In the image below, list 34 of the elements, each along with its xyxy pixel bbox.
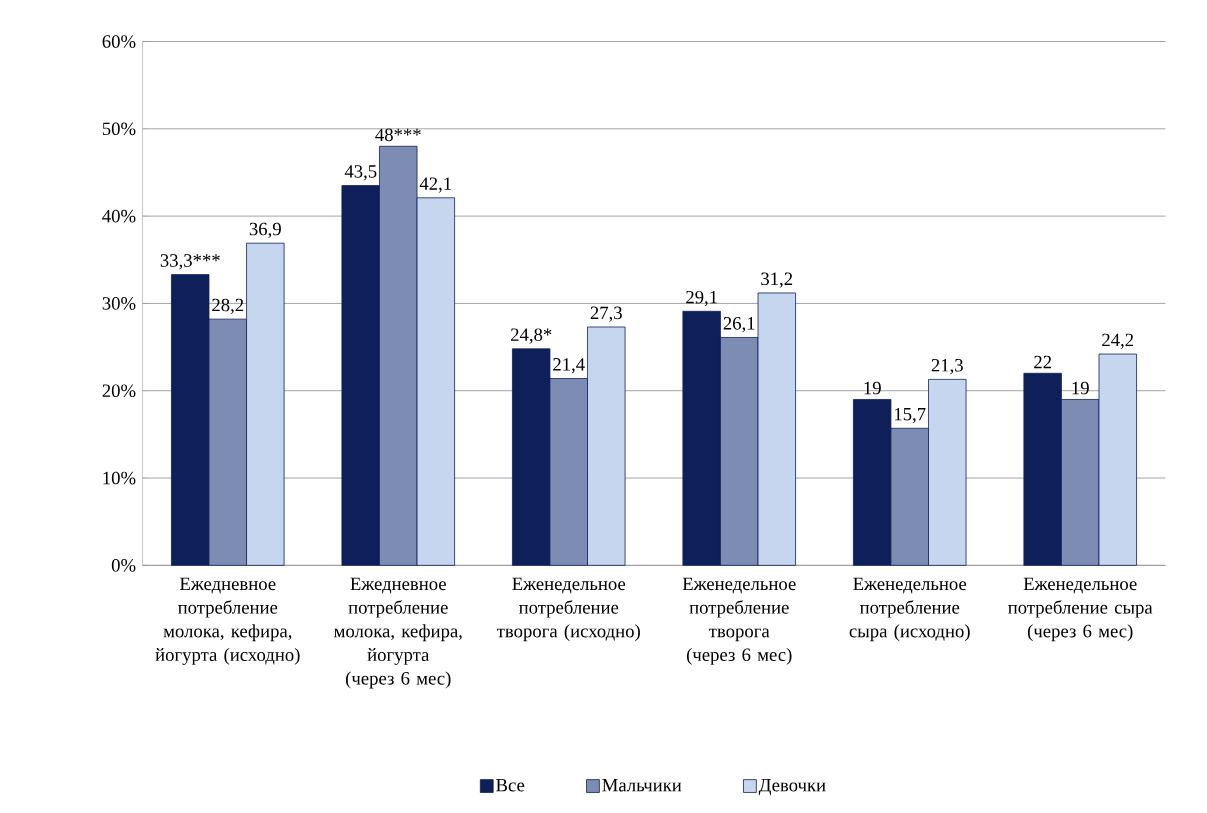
x-tick-label: Ежедневное потребление молока, кефира, йогурта (исходно)	[155, 577, 300, 665]
x-tick-label: Еженедельное потребление сыра (исходно)	[849, 577, 970, 641]
y-tick-label: 20%	[102, 384, 136, 397]
y-tick-label: 60%	[102, 34, 136, 48]
data-label: 19	[864, 381, 881, 395]
data-label: 21,4	[553, 357, 585, 374]
data-label: 15,7	[894, 407, 926, 423]
data-label: 28,2	[212, 298, 244, 314]
data-label: 22	[1034, 355, 1052, 368]
data-label: 29,1	[686, 290, 717, 306]
y-tick-label: 10%	[103, 471, 136, 485]
data-label: 24,8*	[511, 328, 552, 344]
data-label: 19	[1072, 381, 1089, 395]
y-tick-label: 0%	[111, 558, 136, 572]
data-label: 42,1	[419, 177, 452, 193]
y-tick-label: 50%	[102, 122, 136, 135]
x-tick-label: Еженедельное потребление творога (исходно)	[497, 577, 640, 641]
data-label: 36,9	[249, 222, 281, 238]
data-label: 33,3***	[160, 254, 220, 270]
legend-label: Мальчики	[602, 778, 682, 792]
data-label: 43,5	[344, 164, 377, 181]
legend-label: Девочки	[758, 778, 826, 796]
x-tick-label: Еженедельное потребление творога (через 6 мес)	[682, 577, 796, 665]
x-tick-label: Ежедневное потребление молока, кефира, йогурта (через 6 мес)	[334, 577, 462, 689]
legend-label: Все	[496, 778, 525, 792]
data-label: 31,2	[761, 272, 793, 288]
data-label: 26,1	[723, 316, 755, 333]
data-label: 21,3	[931, 358, 963, 375]
y-tick-label: 40%	[102, 209, 136, 223]
data-label: 24,2	[1102, 333, 1134, 349]
data-label: 48***	[375, 128, 421, 141]
x-tick-label: Еженедельное потребление сыра (через 6 мес)	[1008, 577, 1153, 641]
y-tick-label: 30%	[102, 296, 136, 310]
data-label: 27,3	[590, 306, 622, 322]
